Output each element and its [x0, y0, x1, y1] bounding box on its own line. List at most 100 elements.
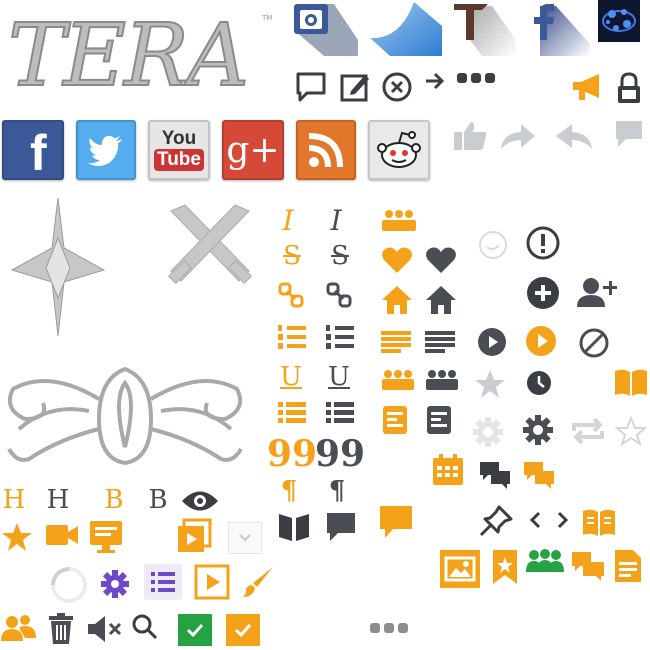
chat-bubbles-icon-dark[interactable] — [478, 460, 512, 492]
ellipsis-icon-gray[interactable] — [368, 618, 412, 638]
document-text-icon-orange[interactable] — [612, 548, 644, 584]
link-icon-dark[interactable] — [324, 280, 354, 310]
chevron-left-icon[interactable] — [526, 508, 544, 532]
mute-icon[interactable] — [86, 612, 124, 646]
underline-icon-dark[interactable]: U — [328, 362, 350, 392]
underline-icon-orange[interactable]: U — [280, 362, 302, 392]
youtube-icon[interactable]: You Tube — [148, 120, 210, 180]
reply-icon[interactable] — [552, 118, 596, 154]
monitor-icon[interactable] — [88, 518, 124, 558]
chat-icon[interactable] — [612, 118, 646, 150]
brush-icon[interactable] — [240, 564, 276, 600]
megaphone-icon[interactable] — [570, 70, 606, 104]
heart-icon-orange[interactable] — [380, 244, 414, 276]
video-camera-icon[interactable] — [44, 520, 80, 550]
home-icon-dark[interactable] — [424, 284, 458, 316]
heart-icon-dark[interactable] — [424, 244, 458, 276]
google-plus-icon[interactable]: g+ — [222, 120, 284, 180]
play-circle-icon-orange[interactable] — [524, 324, 558, 358]
document-icon-dark[interactable] — [424, 404, 454, 436]
gear-icon-purple[interactable] — [98, 568, 132, 600]
quote-icon-orange[interactable]: 99 — [266, 433, 318, 475]
checkbox-icon-orange[interactable] — [226, 614, 260, 646]
trash-icon[interactable] — [46, 612, 76, 646]
ellipsis-icon[interactable] — [456, 66, 498, 90]
share-icon[interactable] — [498, 118, 538, 154]
align-icon-orange[interactable] — [380, 328, 412, 356]
add-user-icon[interactable] — [574, 276, 620, 310]
info-icon[interactable] — [524, 224, 562, 262]
edit-icon[interactable] — [338, 70, 372, 104]
group-icon-orange[interactable] — [380, 206, 418, 236]
book-open-icon-orange[interactable] — [612, 366, 650, 400]
chat-bubble-icon-light[interactable] — [476, 228, 510, 262]
calendar-icon-orange[interactable] — [430, 452, 466, 488]
strikethrough-icon-dark[interactable]: S — [331, 241, 349, 271]
group-icon-orange-2[interactable] — [380, 366, 416, 394]
comment-icon[interactable] — [294, 70, 328, 104]
add-circle-icon[interactable] — [524, 274, 562, 312]
home-icon-orange[interactable] — [380, 284, 414, 316]
numbered-list-icon-dark[interactable] — [324, 320, 356, 352]
strikethrough-icon-orange[interactable]: S — [283, 241, 301, 271]
bold-icon-orange[interactable]: B — [104, 485, 124, 515]
gear-icon-dark[interactable] — [520, 412, 556, 448]
chevron-right-icon[interactable] — [554, 508, 572, 532]
speech-bubble-icon-dark[interactable] — [324, 510, 358, 544]
bold-icon-dark[interactable]: B — [148, 485, 168, 515]
heading-icon-dark[interactable]: H — [46, 485, 70, 515]
close-circle-icon[interactable] — [380, 70, 414, 104]
video-stack-icon[interactable] — [176, 518, 212, 554]
italic-icon-orange[interactable]: I — [282, 203, 294, 237]
galaxy-icon[interactable] — [598, 0, 640, 42]
align-icon-dark[interactable] — [424, 328, 456, 356]
list-icon-purple[interactable] — [144, 564, 182, 600]
star-outline-icon-light[interactable] — [614, 414, 648, 448]
facebook-icon[interactable]: f — [2, 120, 64, 181]
link-icon-orange[interactable] — [276, 280, 306, 310]
bullet-list-icon-dark[interactable] — [324, 398, 356, 428]
twitter-icon[interactable] — [76, 120, 136, 180]
rss-icon[interactable] — [296, 120, 356, 180]
users-icon-orange[interactable] — [0, 612, 38, 644]
image-icon[interactable] — [440, 550, 480, 588]
pilcrow-icon-dark[interactable]: ¶ — [328, 476, 346, 506]
pilcrow-icon-orange[interactable]: ¶ — [280, 476, 298, 506]
heading-icon-orange[interactable]: H — [2, 485, 26, 515]
reddit-icon[interactable] — [368, 120, 430, 180]
book-reader-icon-orange[interactable] — [580, 506, 618, 540]
bookmark-star-icon[interactable] — [490, 548, 520, 586]
gear-icon-light[interactable] — [470, 414, 506, 450]
like-icon[interactable] — [452, 118, 490, 154]
pin-icon[interactable] — [478, 504, 514, 538]
facebook-f-icon[interactable] — [526, 0, 590, 56]
ban-icon[interactable] — [576, 326, 612, 360]
document-icon-orange[interactable] — [380, 404, 410, 436]
group-icon-dark[interactable] — [424, 366, 460, 394]
tera-t-icon[interactable] — [452, 0, 516, 56]
spinner-icon — [48, 564, 90, 606]
star-icon-orange[interactable] — [0, 520, 34, 554]
chat-bubbles-icon-orange-2[interactable] — [570, 550, 606, 584]
numbered-list-icon-orange[interactable] — [276, 320, 308, 352]
search-icon[interactable] — [130, 612, 160, 642]
quote-icon-dark[interactable]: 99 — [314, 433, 366, 475]
refresh-icon-light[interactable] — [568, 414, 608, 448]
book-icon-dark[interactable] — [276, 510, 312, 544]
play-circle-icon-dark[interactable] — [476, 326, 508, 358]
arrow-right-icon[interactable] — [422, 66, 448, 96]
clock-icon[interactable] — [524, 368, 554, 398]
speech-bubble-icon-orange[interactable] — [378, 504, 414, 540]
play-icon-orange[interactable] — [194, 564, 230, 600]
lock-icon[interactable] — [614, 70, 644, 106]
wave-icon[interactable] — [370, 0, 442, 56]
users-icon-green[interactable] — [524, 548, 566, 574]
bullet-list-icon-orange[interactable] — [276, 398, 308, 428]
eye-icon[interactable] — [180, 488, 220, 514]
avatar-placeholder-icon[interactable] — [228, 522, 262, 554]
instagram-icon[interactable] — [294, 0, 358, 56]
star-icon-light[interactable] — [472, 366, 508, 402]
checkbox-icon-green[interactable] — [178, 614, 212, 646]
italic-icon-dark[interactable]: I — [330, 203, 342, 237]
chat-bubbles-icon-orange[interactable] — [522, 460, 556, 492]
